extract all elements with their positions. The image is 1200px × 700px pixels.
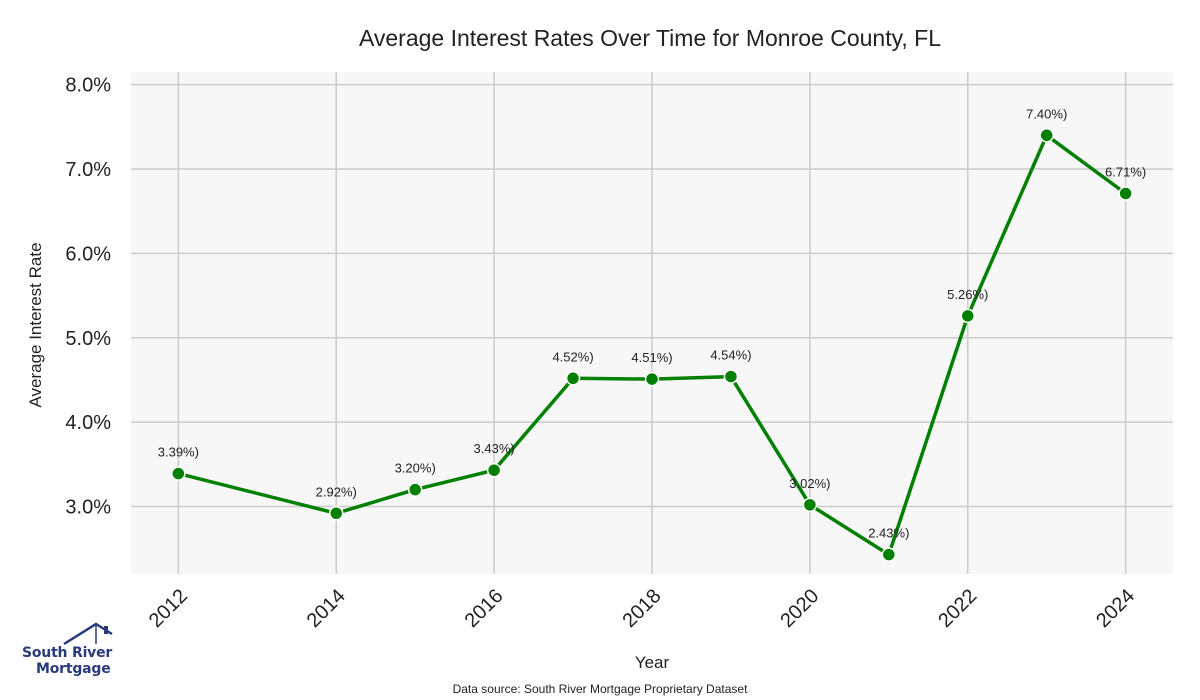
x-tick-label: 2014 bbox=[303, 585, 350, 632]
y-tick-label: 6.0% bbox=[65, 243, 111, 265]
y-tick-label: 3.0% bbox=[65, 497, 111, 519]
data-label: 3.20%) bbox=[395, 461, 436, 476]
logo-line-2: Mortgage bbox=[36, 661, 111, 677]
data-point bbox=[171, 466, 186, 481]
y-tick-label: 5.0% bbox=[65, 328, 111, 350]
data-label: 4.54%) bbox=[710, 348, 751, 363]
x-tick-label: 2020 bbox=[776, 585, 823, 632]
data-label: 4.52%) bbox=[552, 349, 593, 364]
data-point bbox=[1118, 186, 1133, 201]
data-label: 3.02%) bbox=[789, 476, 830, 491]
y-tick-label: 4.0% bbox=[65, 412, 111, 434]
data-point bbox=[486, 462, 502, 478]
y-axis-ticks: 3.0% 4.0% 5.0% 6.0% 7.0% 8.0% bbox=[65, 75, 111, 519]
chart-title: Average Interest Rates Over Time for Mon… bbox=[359, 25, 941, 51]
x-tick-label: 2016 bbox=[461, 585, 508, 632]
data-label: 2.92%) bbox=[316, 484, 357, 499]
data-point bbox=[802, 497, 818, 513]
x-tick-label: 2012 bbox=[145, 585, 192, 632]
data-label: 5.26%) bbox=[947, 287, 988, 302]
y-tick-label: 8.0% bbox=[65, 75, 111, 97]
grid-lines bbox=[131, 72, 1173, 574]
data-label: 7.40%) bbox=[1026, 106, 1067, 121]
company-logo: South River Mortgage bbox=[22, 620, 122, 682]
data-label: 2.43%) bbox=[868, 526, 909, 541]
x-tick-label: 2022 bbox=[934, 585, 981, 632]
data-point bbox=[960, 308, 976, 324]
y-tick-label: 7.0% bbox=[65, 159, 111, 181]
logo-line-1: South River bbox=[22, 645, 113, 661]
x-axis-ticks: 2012 2014 2016 2018 2020 2022 2024 bbox=[145, 585, 1139, 632]
data-label: 6.71%) bbox=[1105, 164, 1146, 179]
data-label: 3.43%) bbox=[474, 441, 515, 456]
data-label: 3.39%) bbox=[158, 445, 199, 460]
data-source-note: Data source: South River Mortgage Propri… bbox=[452, 682, 748, 696]
data-point bbox=[1039, 128, 1054, 143]
x-tick-label: 2018 bbox=[619, 585, 666, 632]
data-point bbox=[723, 369, 739, 384]
data-point bbox=[881, 547, 897, 562]
data-point bbox=[407, 482, 423, 497]
x-tick-label: 2024 bbox=[1092, 585, 1139, 632]
x-axis-label: Year bbox=[635, 653, 670, 672]
data-point bbox=[644, 371, 660, 387]
data-point bbox=[565, 371, 581, 386]
data-point bbox=[328, 506, 344, 521]
y-axis-label: Average Interest Rate bbox=[26, 242, 45, 407]
data-label: 4.51%) bbox=[631, 350, 672, 365]
house-roof-icon bbox=[63, 622, 113, 646]
series-line bbox=[177, 133, 1127, 557]
data-points bbox=[171, 128, 1133, 562]
data-labels: 3.39%) 2.92%) 3.20%) 3.43%) 4.52%) 4.51%) 4.54… bbox=[158, 106, 1146, 540]
